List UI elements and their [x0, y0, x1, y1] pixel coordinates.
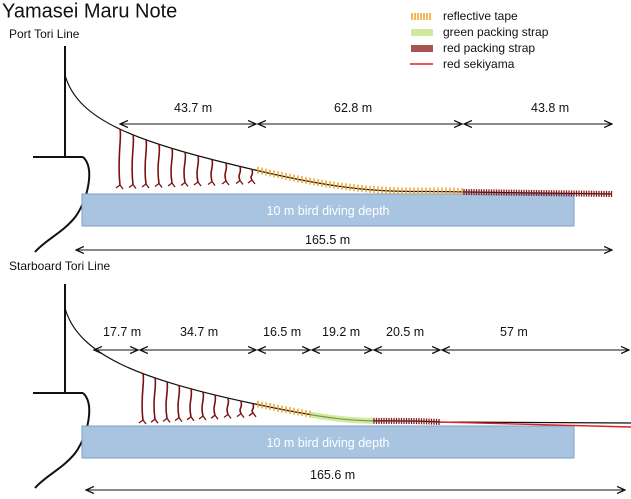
streamer-foot — [115, 184, 124, 190]
starboard-total-length: 165.6 m — [310, 468, 355, 482]
streamer — [239, 400, 243, 414]
starboard-segment-dimensions — [86, 350, 629, 490]
streamer-foot — [128, 183, 137, 189]
legend-label: reflective tape — [443, 9, 518, 23]
port-depth-label: 10 m bird diving depth — [267, 204, 390, 218]
port-ship-stern — [33, 46, 91, 253]
streamer-foot — [198, 415, 207, 421]
streamer — [201, 391, 205, 417]
streamer — [131, 134, 135, 185]
starboard-segment-2-length: 34.7 m — [180, 325, 218, 339]
streamer — [250, 169, 254, 181]
streamer — [183, 152, 187, 183]
starboard-segment-1-length: 17.7 m — [103, 325, 141, 339]
legend-label: red packing strap — [443, 41, 535, 55]
port-segment-2-length: 62.8 m — [334, 101, 372, 115]
streamer-foot — [167, 182, 176, 188]
streamer-foot — [221, 180, 230, 186]
legend-red-packing-strap: red packing strap — [411, 41, 535, 55]
streamer-foot — [174, 417, 183, 422]
streamer — [224, 162, 228, 182]
legend-reflective-tape: reflective tape — [411, 9, 518, 23]
port-segment-3-length: 43.8 m — [531, 101, 569, 115]
legend-red-sekiyama: red sekiyama — [410, 57, 515, 71]
starboard-reflective-tape — [257, 400, 311, 418]
streamer-foot — [180, 181, 189, 187]
starboard-segment-5-length: 20.5 m — [386, 325, 424, 339]
port-line-label: Port Tori Line — [9, 27, 80, 41]
port-depth-zone — [81, 193, 575, 227]
streamer — [118, 128, 122, 186]
streamer — [196, 155, 200, 183]
streamer — [153, 377, 157, 420]
legend-green-packing-strap: green packing strap — [411, 25, 549, 39]
starboard-ship-stern — [33, 284, 91, 489]
starboard-line-label: Starboard Tori Line — [9, 259, 111, 273]
streamer-foot — [210, 414, 219, 420]
streamer — [144, 139, 148, 185]
streamer — [210, 159, 214, 182]
streamer — [213, 394, 217, 416]
starboard-streamers — [138, 373, 257, 425]
streamer-foot — [150, 418, 159, 424]
streamer — [141, 373, 145, 421]
streamer-foot — [141, 183, 150, 189]
starboard-red-sekiyama — [439, 421, 631, 428]
starboard-green-packing-strap — [311, 411, 373, 424]
streamer-foot — [248, 412, 257, 418]
starboard-depth-label: 10 m bird diving depth — [267, 436, 390, 450]
legend: reflective tape green packing strap red … — [410, 9, 549, 71]
streamer-foot — [235, 179, 244, 185]
streamer-foot — [154, 182, 163, 188]
port-red-packing-strap — [463, 188, 613, 197]
streamer — [189, 388, 193, 417]
port-main-line — [64, 74, 613, 195]
diagram-title: Yamasei Maru Note — [2, 1, 177, 23]
port-streamers — [115, 128, 256, 190]
streamer-foot — [186, 416, 195, 422]
streamer — [226, 397, 230, 415]
port-segment-dimensions — [76, 124, 612, 250]
starboard-segment-3-length: 16.5 m — [263, 325, 301, 339]
streamer — [251, 403, 255, 414]
streamer-foot — [162, 417, 171, 423]
legend-label: red sekiyama — [443, 57, 515, 71]
starboard-red-packing-strap — [373, 417, 440, 425]
starboard-depth-zone — [81, 425, 575, 459]
port-reflective-tape — [257, 166, 463, 195]
starboard-segment-6-length: 57 m — [500, 325, 528, 339]
starboard-tori-line-panel: Starboard Tori Line 10 m bird diving dep… — [9, 259, 631, 490]
streamer-foot — [247, 179, 256, 185]
streamer — [157, 144, 161, 184]
streamer — [177, 385, 181, 418]
port-tori-line-panel: Port Tori Line 10 m bird diving depth 43… — [9, 27, 612, 252]
streamer — [165, 381, 169, 419]
streamer-foot — [193, 181, 202, 187]
streamer — [238, 166, 242, 181]
streamer-foot — [223, 413, 232, 419]
legend-label: green packing strap — [443, 25, 549, 39]
streamer — [170, 148, 174, 184]
streamer-foot — [236, 413, 245, 418]
starboard-segment-4-length: 19.2 m — [322, 325, 360, 339]
streamer-foot — [138, 419, 147, 425]
port-segment-1-length: 43.7 m — [174, 101, 212, 115]
streamer-foot — [207, 180, 216, 186]
port-total-length: 165.5 m — [305, 233, 350, 247]
